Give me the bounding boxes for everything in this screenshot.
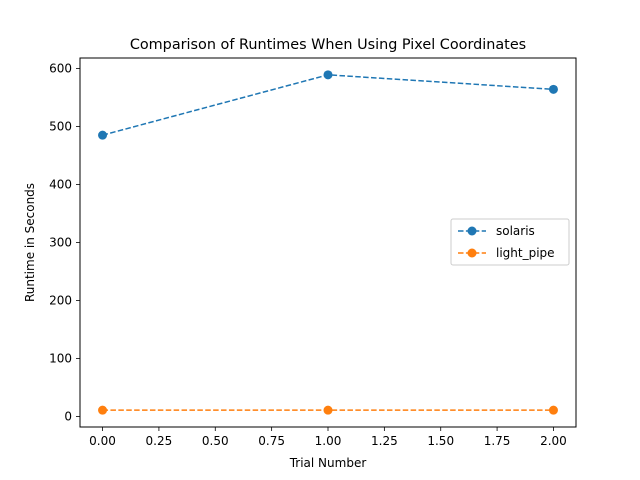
data-point-light_pipe	[548, 405, 558, 415]
legend-marker-solaris	[467, 226, 477, 236]
x-tick-label: 1.50	[427, 434, 454, 448]
legend: solaris light_pipe	[450, 218, 570, 266]
series-line-solaris	[102, 74, 554, 136]
data-point-solaris	[323, 70, 333, 80]
x-tick-label: 1.00	[315, 434, 342, 448]
y-tick-label: 300	[49, 236, 72, 250]
legend-box	[450, 218, 570, 266]
legend-label-light_pipe: light_pipe	[496, 246, 555, 260]
y-tick-label: 400	[49, 177, 72, 191]
data-point-light_pipe	[323, 405, 333, 415]
y-tick-label: 200	[49, 294, 72, 308]
x-tick-label: 0.50	[202, 434, 229, 448]
data-point-light_pipe	[98, 405, 108, 415]
y-axis-title: Runtime in Seconds	[23, 183, 37, 302]
x-tick-label: 0.00	[89, 434, 116, 448]
x-tick-label: 2.00	[540, 434, 567, 448]
legend-label-solaris: solaris	[496, 224, 535, 238]
y-tick-label: 600	[49, 61, 72, 75]
x-tick-label: 0.25	[146, 434, 173, 448]
legend-marker-light_pipe	[467, 248, 477, 258]
x-tick-label: 1.75	[484, 434, 511, 448]
y-tick-label: 0	[64, 410, 72, 424]
data-point-solaris	[98, 130, 108, 140]
y-tick-label: 500	[49, 119, 72, 133]
plot-frame	[79, 57, 577, 428]
data-point-solaris	[548, 84, 558, 94]
x-tick-label: 0.75	[258, 434, 285, 448]
chart-title: Comparison of Runtimes When Using Pixel …	[130, 37, 526, 53]
x-axis-title: Trial Number	[289, 456, 367, 470]
x-tick-label: 1.25	[371, 434, 398, 448]
y-tick-label: 100	[49, 352, 72, 366]
